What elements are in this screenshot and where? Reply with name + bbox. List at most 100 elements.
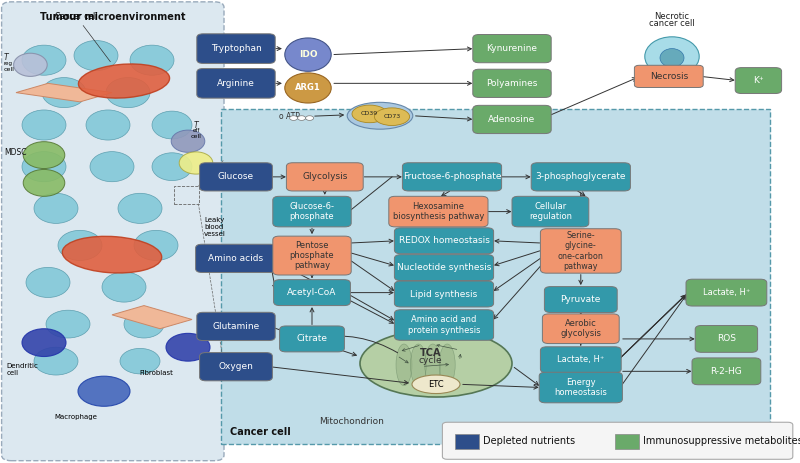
FancyBboxPatch shape: [473, 34, 551, 63]
FancyBboxPatch shape: [197, 69, 275, 98]
FancyBboxPatch shape: [200, 353, 272, 381]
Text: MDSC: MDSC: [4, 148, 26, 157]
Ellipse shape: [645, 37, 699, 76]
Ellipse shape: [347, 102, 413, 129]
Text: CD73: CD73: [383, 114, 401, 119]
Ellipse shape: [23, 142, 65, 169]
Text: K⁺: K⁺: [753, 76, 764, 85]
Polygon shape: [16, 83, 112, 102]
Text: Amino acid and
protein synthesis: Amino acid and protein synthesis: [408, 315, 480, 335]
Text: Mitochondrion: Mitochondrion: [319, 417, 385, 426]
FancyBboxPatch shape: [394, 255, 494, 281]
Text: Necrotic: Necrotic: [654, 12, 690, 21]
Text: Cellular
regulation: Cellular regulation: [529, 202, 572, 221]
Text: o ATP: o ATP: [279, 112, 300, 121]
FancyBboxPatch shape: [695, 325, 758, 352]
Text: Arginine: Arginine: [217, 79, 255, 88]
FancyBboxPatch shape: [273, 196, 351, 227]
FancyBboxPatch shape: [394, 281, 494, 307]
FancyBboxPatch shape: [280, 326, 345, 352]
FancyBboxPatch shape: [541, 229, 621, 273]
Text: Dendritic
cell: Dendritic cell: [6, 363, 38, 376]
Ellipse shape: [130, 45, 174, 75]
Text: Lipid synthesis: Lipid synthesis: [410, 289, 478, 299]
FancyBboxPatch shape: [195, 244, 277, 272]
Ellipse shape: [22, 110, 66, 140]
Text: Energy
homeostasis: Energy homeostasis: [554, 378, 607, 397]
Text: 3-phosphoglycerate: 3-phosphoglycerate: [535, 172, 626, 181]
FancyBboxPatch shape: [2, 2, 224, 461]
Text: TCA: TCA: [420, 348, 441, 358]
FancyBboxPatch shape: [541, 347, 621, 373]
Ellipse shape: [78, 376, 130, 407]
FancyBboxPatch shape: [273, 236, 351, 275]
Ellipse shape: [120, 348, 160, 374]
Ellipse shape: [410, 344, 426, 386]
FancyBboxPatch shape: [394, 310, 494, 340]
Text: Tumour microenvironment: Tumour microenvironment: [40, 12, 186, 22]
Text: Kynurenine: Kynurenine: [486, 44, 538, 53]
Text: CD39: CD39: [361, 112, 378, 116]
Ellipse shape: [285, 38, 331, 71]
Text: Cancer cell: Cancer cell: [54, 12, 110, 62]
Text: ETC: ETC: [428, 380, 444, 389]
Text: ROS: ROS: [717, 334, 736, 344]
Ellipse shape: [62, 236, 162, 273]
Ellipse shape: [102, 272, 146, 302]
FancyBboxPatch shape: [197, 313, 275, 341]
Text: Glycolysis: Glycolysis: [302, 172, 347, 181]
Ellipse shape: [34, 193, 78, 224]
Ellipse shape: [660, 49, 684, 67]
Text: Leaky
blood
vessel: Leaky blood vessel: [204, 217, 226, 237]
FancyBboxPatch shape: [542, 314, 619, 344]
Ellipse shape: [285, 73, 331, 103]
Text: Pentose
phosphate
pathway: Pentose phosphate pathway: [290, 241, 334, 270]
FancyBboxPatch shape: [197, 34, 275, 63]
FancyBboxPatch shape: [274, 280, 350, 306]
FancyBboxPatch shape: [455, 434, 479, 449]
Ellipse shape: [171, 130, 205, 152]
Circle shape: [298, 116, 306, 120]
Ellipse shape: [412, 375, 460, 394]
FancyBboxPatch shape: [389, 196, 488, 227]
Ellipse shape: [42, 77, 86, 107]
Text: ARG1: ARG1: [295, 83, 321, 93]
Text: REDOX homeostasis: REDOX homeostasis: [398, 236, 490, 245]
FancyBboxPatch shape: [544, 287, 618, 313]
Ellipse shape: [374, 108, 410, 125]
Ellipse shape: [58, 230, 102, 260]
Text: Lactate, H⁺: Lactate, H⁺: [702, 288, 750, 297]
Ellipse shape: [14, 53, 47, 76]
Text: Pyruvate: Pyruvate: [561, 295, 601, 304]
Text: Macrophage: Macrophage: [54, 414, 98, 420]
Ellipse shape: [118, 193, 162, 224]
Text: cancer cell: cancer cell: [649, 19, 695, 28]
FancyBboxPatch shape: [692, 358, 761, 385]
Text: Glucose: Glucose: [218, 172, 254, 181]
FancyBboxPatch shape: [402, 163, 502, 191]
Text: Adenosine: Adenosine: [488, 115, 536, 124]
Ellipse shape: [23, 169, 65, 196]
Ellipse shape: [166, 333, 210, 361]
Text: Fibroblast: Fibroblast: [139, 370, 173, 376]
FancyBboxPatch shape: [200, 163, 272, 191]
Text: Glutamine: Glutamine: [212, 322, 260, 331]
Ellipse shape: [22, 151, 66, 181]
Ellipse shape: [78, 64, 170, 98]
Text: Amino acids: Amino acids: [209, 254, 263, 263]
Text: Acetyl-CoA: Acetyl-CoA: [287, 288, 337, 297]
Text: cell: cell: [4, 67, 15, 72]
Ellipse shape: [152, 153, 192, 181]
Ellipse shape: [360, 330, 512, 397]
Text: T: T: [4, 53, 9, 63]
FancyBboxPatch shape: [221, 109, 770, 444]
Circle shape: [306, 116, 314, 120]
Text: Serine-
glycine-
one-carbon
pathway: Serine- glycine- one-carbon pathway: [558, 231, 604, 271]
Ellipse shape: [439, 344, 455, 386]
Text: Hexosamine
biosynthesis pathway: Hexosamine biosynthesis pathway: [393, 202, 484, 221]
Ellipse shape: [22, 45, 66, 75]
Text: R-2-HG: R-2-HG: [710, 367, 742, 376]
Ellipse shape: [152, 111, 192, 139]
Text: Aerobic
glycolysis: Aerobic glycolysis: [560, 319, 602, 338]
Ellipse shape: [425, 344, 441, 386]
